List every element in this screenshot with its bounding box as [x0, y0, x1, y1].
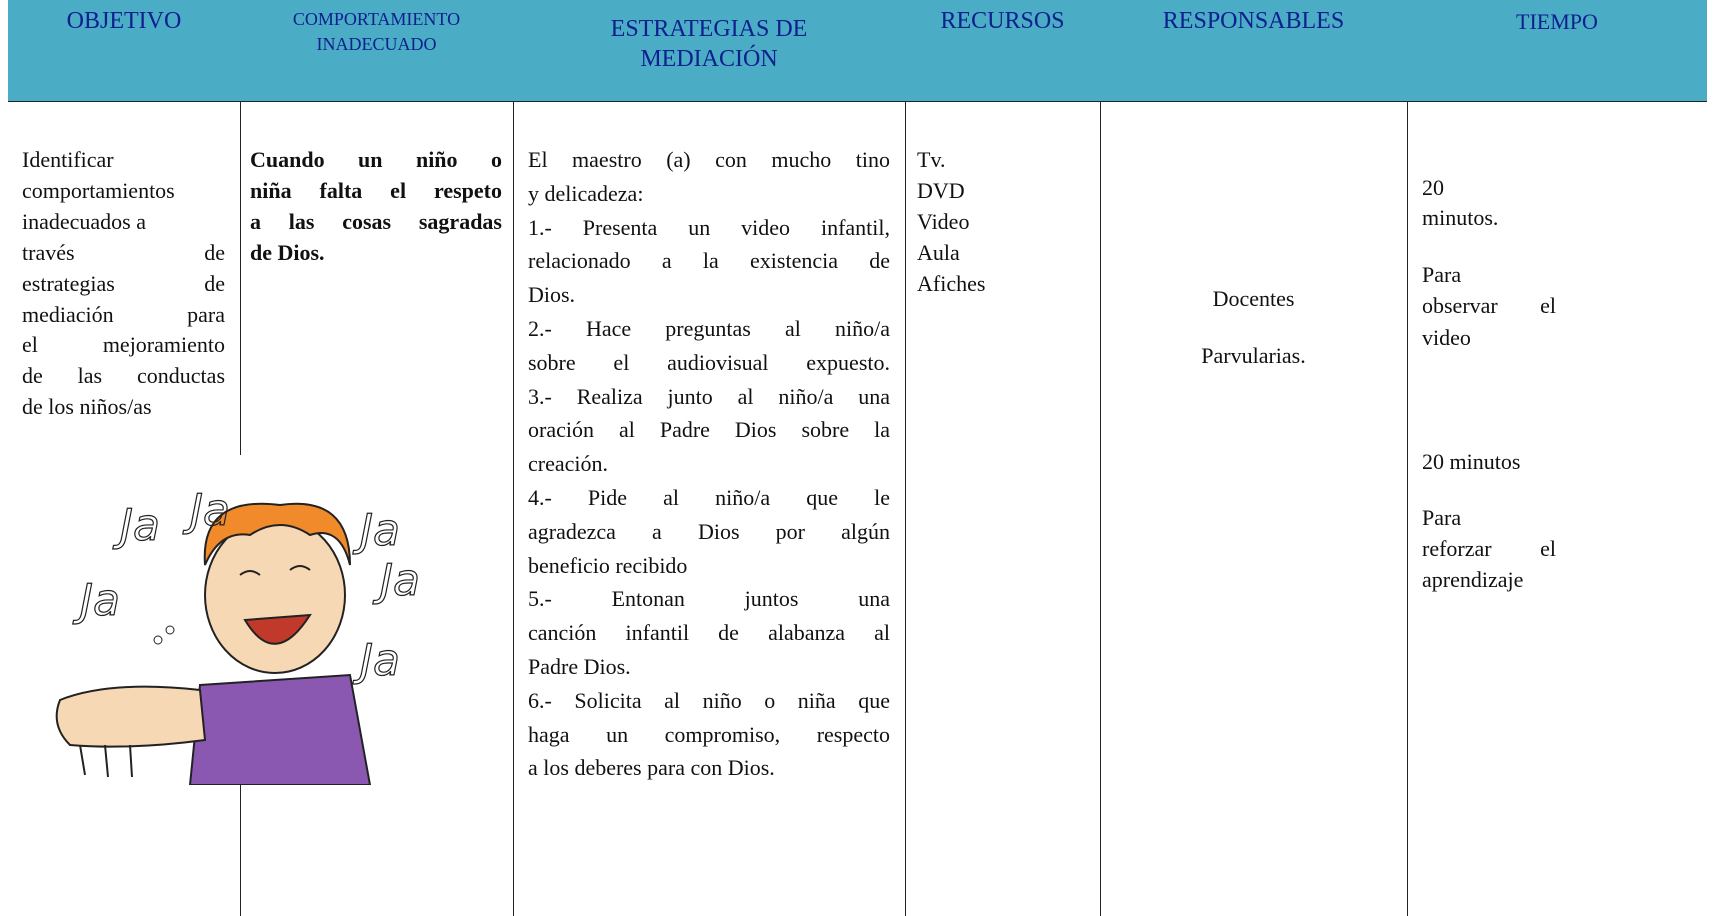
- cell-line: estrategias de: [22, 270, 225, 296]
- cell-line: canción infantil de alabanza al: [528, 620, 890, 646]
- column-rule: [1100, 102, 1101, 916]
- cell-line: 20: [1422, 175, 1444, 200]
- header-cell: MEDIACIÓN: [640, 46, 778, 72]
- cell-line: de las conductas: [22, 363, 225, 389]
- header-cell: OBJETIVO: [66, 8, 182, 34]
- cell-line: Para: [1422, 262, 1462, 287]
- header-rule: [8, 101, 1707, 102]
- cell-line: sobre el audiovisual expuesto.: [528, 349, 890, 375]
- cell-line: 4.- Pide al niño/a que le: [528, 485, 890, 510]
- cell-line: minutos.: [1422, 205, 1499, 230]
- cell-line: el mejoramiento: [22, 332, 225, 358]
- column-rule: [513, 102, 514, 916]
- cell-line: comportamientos: [22, 177, 175, 203]
- laugh-text: Ja: [352, 635, 400, 686]
- cell-line: Cuando un niño o: [250, 147, 502, 172]
- cell-line: inadecuados a: [22, 208, 146, 234]
- header-cell: INADECUADO: [316, 34, 437, 54]
- cell-line: 2.- Hace preguntas al niño/a: [528, 316, 890, 341]
- cell-line: Dios.: [528, 282, 576, 308]
- cell-line: a las cosas sagradas: [250, 208, 502, 234]
- header-cell: ESTRATEGIAS DE: [610, 16, 808, 42]
- cell-line: haga un compromiso, respecto: [528, 721, 890, 747]
- header-cell: RECURSOS: [940, 8, 1065, 34]
- cell-line: relacionado a la existencia de: [528, 248, 890, 274]
- laugh-text: Ja: [352, 505, 400, 556]
- cell-line: creación.: [528, 451, 608, 477]
- cell-line: de los niños/as: [22, 394, 152, 420]
- cell-line: 3.- Realiza junto al niño/a una: [528, 383, 890, 409]
- cell-line: aprendizaje: [1422, 567, 1524, 592]
- cell-line: beneficio recibido: [528, 552, 688, 578]
- cell-line: través de: [22, 239, 225, 265]
- laugh-text: Ja: [182, 485, 230, 536]
- cell-line: El maestro (a) con mucho tino: [528, 147, 890, 172]
- cell-line: Video: [917, 209, 970, 234]
- laugh-text: Ja: [112, 500, 160, 551]
- laugh-text: Ja: [372, 555, 420, 606]
- column-rule: [905, 102, 906, 916]
- cell-line: mediación para: [22, 301, 225, 327]
- cell-line: observar el: [1422, 293, 1556, 318]
- cell-line: Para: [1422, 505, 1462, 530]
- cell-line: reforzar el: [1422, 536, 1556, 561]
- cell-line: niña falta el respeto: [250, 177, 502, 203]
- header-cell: TIEMPO: [1516, 9, 1598, 34]
- laugh-text: Ja: [72, 575, 120, 626]
- cell-line: Parvularias.: [1201, 343, 1306, 368]
- cell-line: agradezca a Dios por algún: [528, 518, 890, 544]
- cell-line: oración al Padre Dios sobre la: [528, 417, 890, 443]
- cell-line: Identificar: [22, 147, 114, 172]
- cell-line: Padre Dios.: [528, 654, 631, 679]
- cell-line: 1.- Presenta un video infantil,: [528, 214, 890, 240]
- header-cell: COMPORTAMIENTO: [292, 9, 461, 29]
- cell-line: Aula: [917, 240, 960, 265]
- cell-line: DVD: [917, 178, 965, 203]
- header-cell: RESPONSABLES: [1162, 8, 1345, 34]
- cell-line: a los deberes para con Dios.: [528, 755, 775, 781]
- cell-line: Afiches: [917, 271, 986, 296]
- cell-line: 6.- Solicita al niño o niña que: [528, 687, 890, 713]
- cell-line: de Dios.: [250, 239, 325, 265]
- cell-line: 20 minutos: [1422, 449, 1521, 474]
- cell-line: video: [1422, 325, 1471, 350]
- header-band: [8, 0, 1707, 101]
- cell-line: Docentes: [1212, 286, 1295, 311]
- cell-line: y delicadeza:: [528, 180, 644, 206]
- cell-line: 5.- Entonan juntos una: [528, 586, 890, 612]
- column-rule: [1407, 102, 1408, 916]
- cell-line: Tv.: [917, 147, 946, 172]
